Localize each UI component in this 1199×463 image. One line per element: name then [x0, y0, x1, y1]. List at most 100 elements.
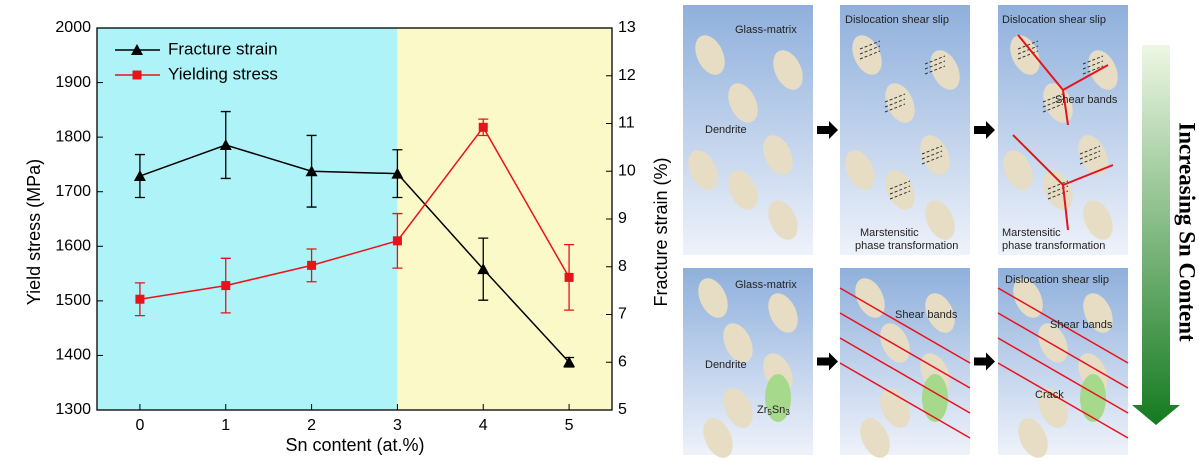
dendrite-particle: [1003, 150, 1033, 190]
dendrite-particle: [728, 170, 758, 210]
dendrite-particle: [880, 323, 910, 363]
step-arrow: [817, 352, 838, 371]
slip-lines: [1079, 145, 1101, 165]
slip-lines: [889, 180, 911, 200]
dendrite-particle: [1078, 135, 1108, 175]
y2-tick-label: 12: [618, 67, 636, 84]
y2-tick-label: 9: [618, 210, 627, 227]
y2-tick-label: 11: [618, 115, 635, 132]
y2-tick-label: 13: [618, 19, 636, 36]
slip-lines: [884, 93, 906, 113]
x-axis-label: Sn content (at.%): [285, 435, 424, 455]
dendrite-particle: [1088, 50, 1118, 90]
zr-particle: [922, 374, 948, 422]
shear-band: [839, 312, 971, 389]
dendrite-particle: [773, 50, 803, 90]
dendrite-particle: [920, 135, 950, 175]
shear-band: [839, 287, 971, 364]
y-tick-label: 1700: [55, 183, 91, 200]
dendrite-particle: [880, 388, 910, 428]
dendrite-particle: [688, 150, 718, 190]
y-tick-label: 1400: [55, 347, 91, 364]
dendrite-particle: [852, 35, 882, 75]
dendrite-particle: [723, 323, 753, 363]
x-tick-label: 1: [221, 417, 230, 434]
zr-label: Zr5Sn3: [757, 404, 790, 417]
slip-lines: [1017, 40, 1039, 60]
series-line: [139, 125, 570, 300]
y2-tick-label: 7: [618, 306, 627, 323]
step-arrow: [974, 352, 995, 371]
dendrite-particle: [1018, 418, 1048, 458]
dendrite-particle: [930, 50, 960, 90]
dendrite-particle: [1083, 200, 1113, 240]
shear-band: [997, 312, 1129, 389]
y2-tick-label: 5: [618, 401, 627, 418]
diagram-label: Dislocation shear slip: [1005, 274, 1109, 286]
shear-band: [997, 287, 1129, 364]
dendrite-particle: [925, 200, 955, 240]
dendrite-particle: [1038, 323, 1068, 363]
y-tick-label: 1500: [55, 292, 91, 309]
y-tick-label: 1900: [55, 74, 91, 91]
dendrite-particle: [768, 200, 798, 240]
y-tick-label: 1600: [55, 238, 91, 255]
zr-label-part: Sn: [772, 404, 785, 416]
dendrite-particle: [723, 388, 753, 428]
dendrite-particle: [845, 150, 875, 190]
dendrite-particle: [763, 135, 793, 175]
point: [391, 167, 404, 179]
shear-band: [839, 337, 971, 414]
point: [135, 294, 145, 304]
diagram-label: Shear bands: [1055, 94, 1118, 106]
point: [307, 260, 317, 270]
diagram-label: phase transformation: [1002, 240, 1105, 252]
point: [478, 122, 488, 132]
dendrite-particle: [885, 83, 915, 123]
diagram-label: Dislocation shear slip: [1002, 14, 1106, 26]
shear-band: [997, 337, 1129, 414]
x-tick-label: 0: [135, 417, 144, 434]
diagram-label: Shear bands: [1050, 319, 1113, 331]
slip-lines: [1042, 93, 1064, 113]
slip-lines: [921, 145, 943, 165]
point: [564, 272, 574, 282]
background-region: [397, 28, 612, 410]
point: [392, 236, 402, 246]
shear-band: [839, 362, 971, 439]
legend-marker: [132, 70, 142, 80]
diagram-label: Dendrite: [705, 359, 747, 371]
point: [133, 170, 146, 182]
zr-label-part: 3: [785, 408, 790, 417]
background-region: [97, 28, 398, 410]
y-axis-label: Yield stress (MPa): [24, 159, 44, 305]
dendrite-particle: [698, 278, 728, 318]
diagram: Yield stress (MPa) Fracture strain (%) S…: [24, 5, 1199, 458]
step-arrow: [817, 121, 838, 139]
zr-particle: [1080, 374, 1106, 422]
diagram-label: Marstensitic: [860, 227, 919, 239]
x-tick-label: 2: [307, 417, 316, 434]
dendrite-particle: [1010, 35, 1040, 75]
dendrite-particle: [728, 83, 758, 123]
x-tick-label: 3: [393, 417, 402, 434]
y2-tick-label: 8: [618, 258, 627, 275]
diagram-label: Shear bands: [895, 309, 958, 321]
zr-label-part: 5: [767, 408, 772, 417]
chart: 0 1 2 3 4 51300140015001600170018001900200056…: [55, 19, 635, 434]
dendrite-particle: [703, 418, 733, 458]
point: [219, 138, 232, 150]
dendrite-particle: [855, 278, 885, 318]
point: [221, 281, 231, 291]
diagram-label: Dendrite: [705, 124, 747, 136]
point: [477, 263, 490, 275]
y-tick-label: 1800: [55, 128, 91, 145]
dendrite-particle: [768, 293, 798, 333]
increase-title: Increasing Sn Content: [1175, 122, 1199, 342]
x-tick-label: 4: [479, 417, 488, 434]
y2-tick-label: 6: [618, 353, 627, 370]
step-arrow: [974, 121, 995, 139]
shear-bands: [1012, 34, 1114, 231]
